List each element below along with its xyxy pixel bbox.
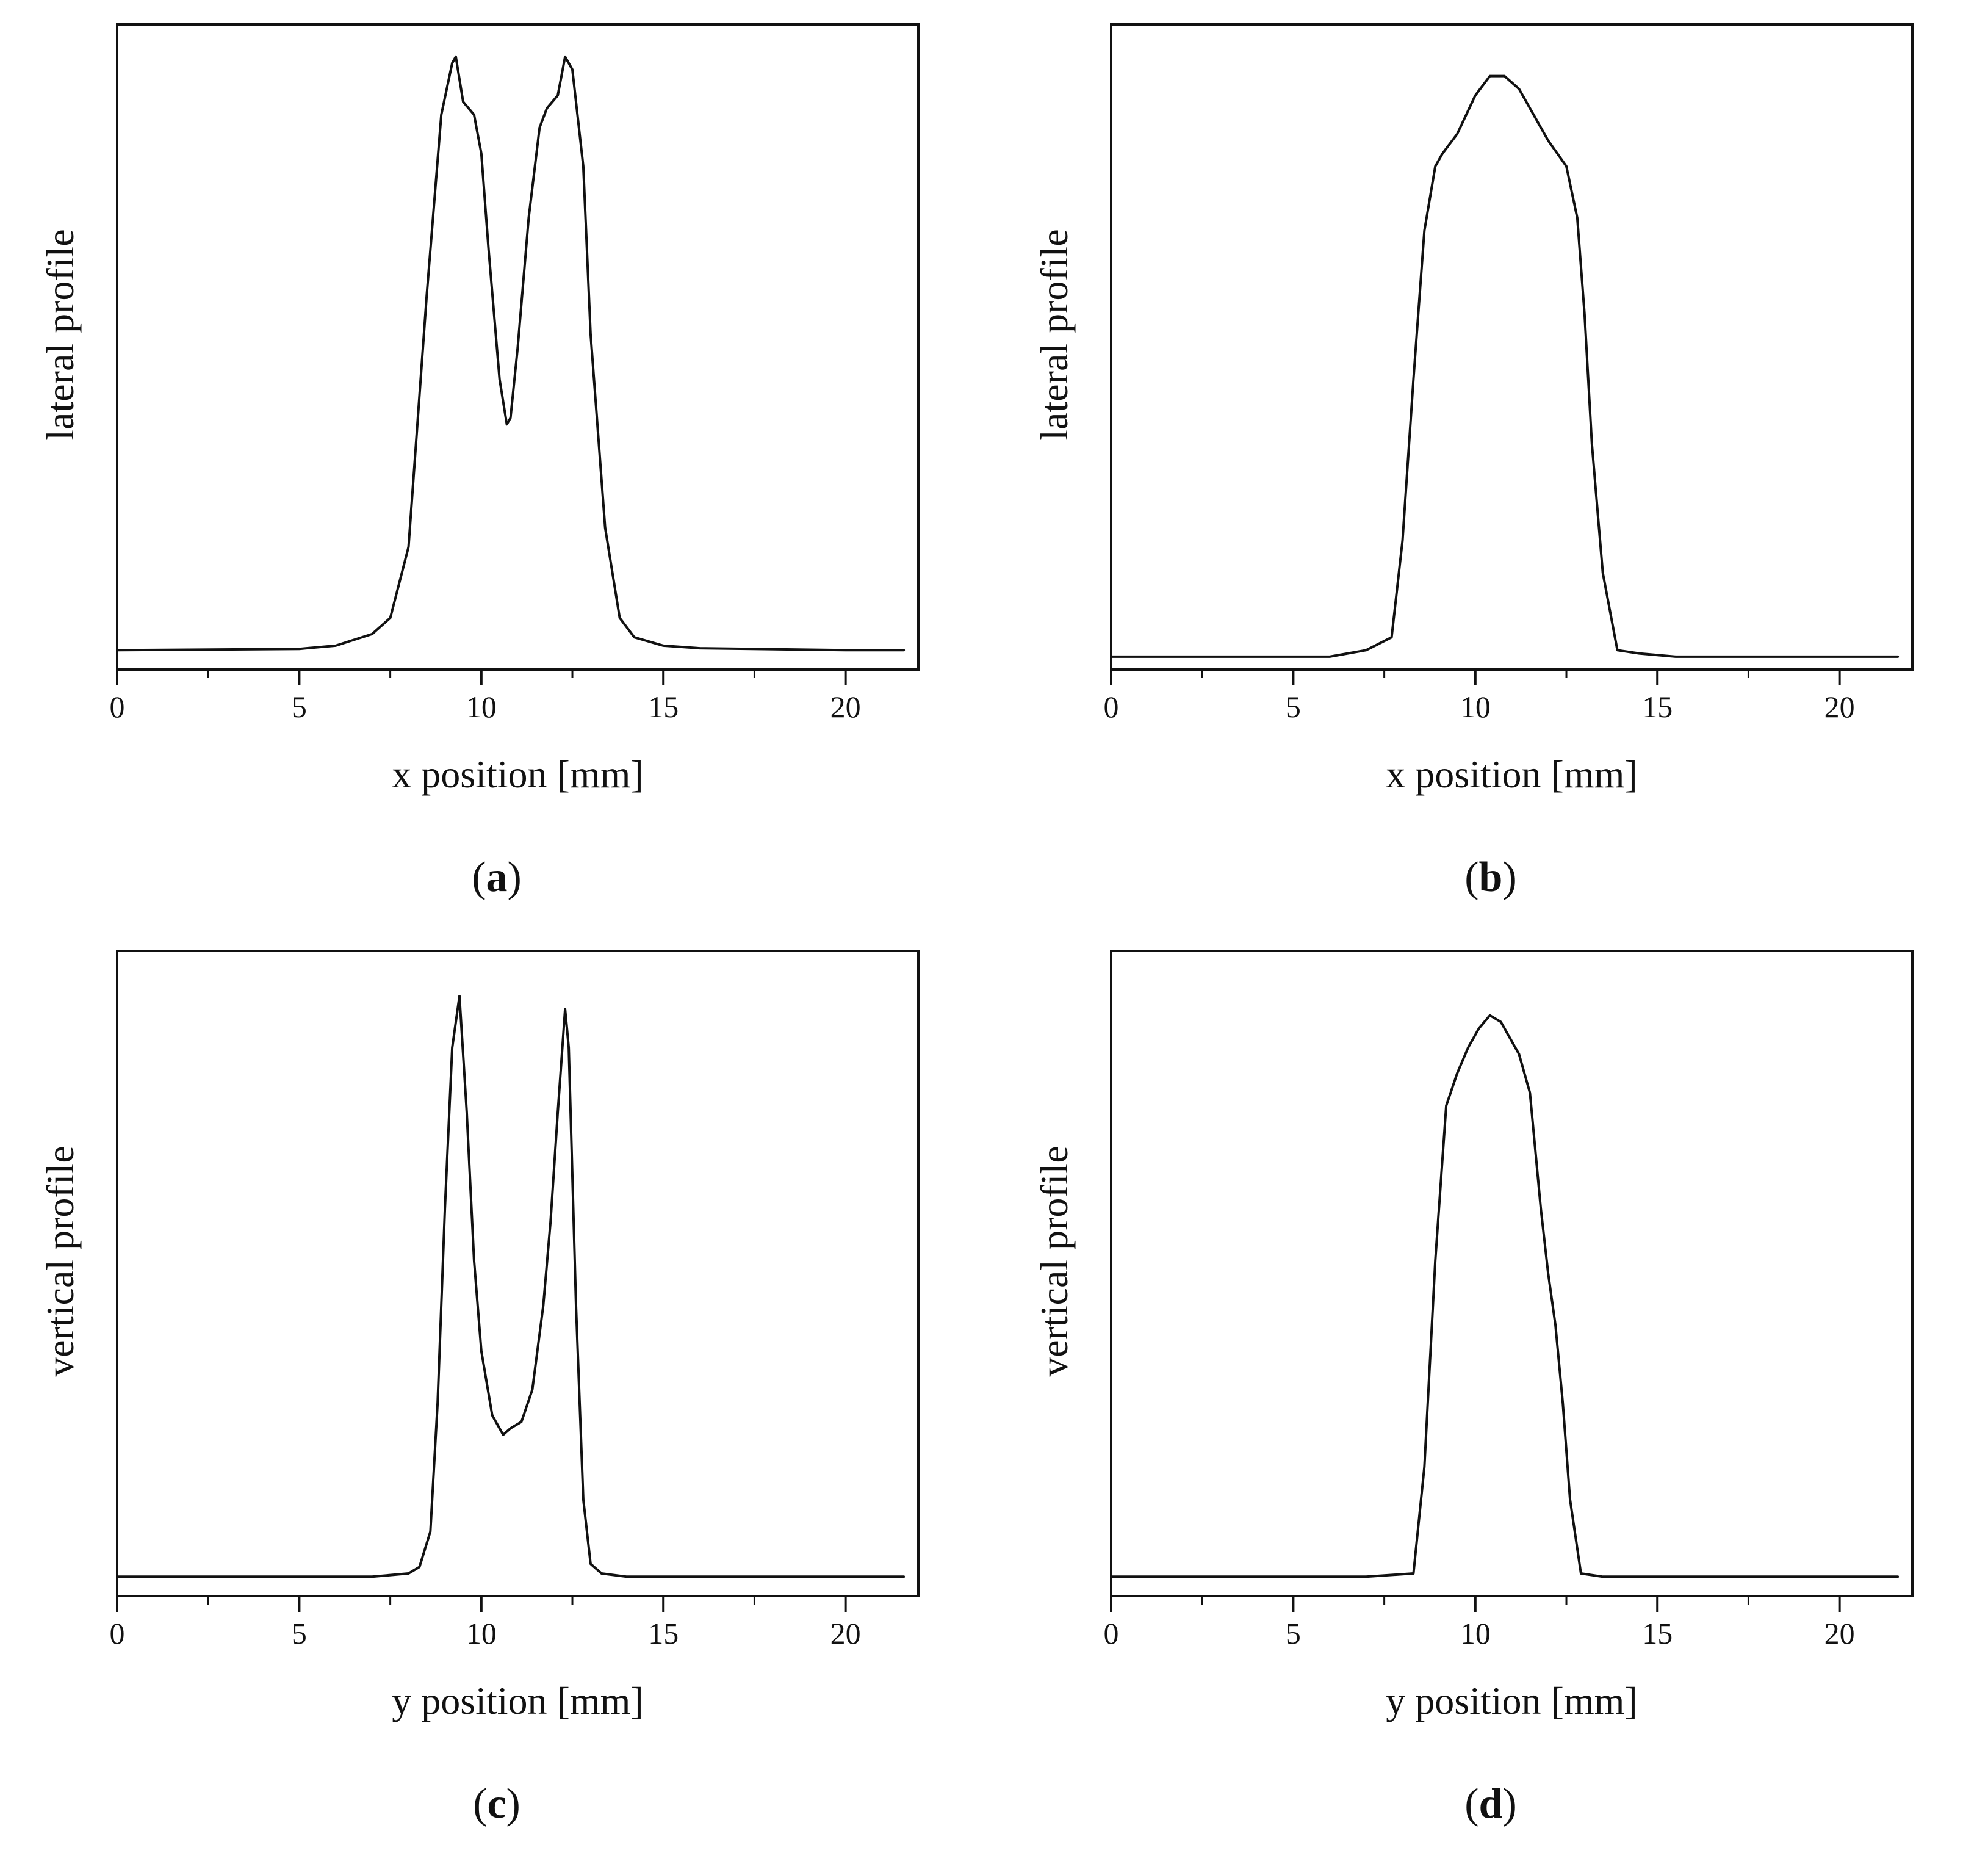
x-tick-label-c-3: 15: [648, 1616, 679, 1650]
x-tick-label-d-4: 20: [1824, 1616, 1855, 1650]
panel-d: 0 5 10 15 20 y position [mm] vertical profile (…: [994, 926, 1988, 1853]
x-tick-label-b-4: 20: [1824, 690, 1855, 724]
x-tick-label-d-0: 0: [1104, 1616, 1119, 1650]
panel-label-b: (b): [1464, 854, 1517, 901]
chart-d-svg: 0 5 10 15 20 y position [mm] vertical profile (…: [1032, 950, 1914, 1827]
y-axis-label-d: vertical profile: [1032, 1146, 1076, 1376]
plot-frame-a: [116, 23, 920, 671]
x-tick-label-d-3: 15: [1642, 1616, 1673, 1650]
y-axis-label-a: lateral profile: [38, 229, 82, 440]
x-axis-label-c: y position [mm]: [392, 1679, 643, 1722]
x-tick-label-a-2: 10: [466, 690, 497, 724]
x-tick-label-a-1: 5: [292, 690, 307, 724]
x-tick-label-c-2: 10: [466, 1616, 497, 1650]
panel-label-c: (c): [473, 1780, 520, 1827]
x-tick-label-b-3: 15: [1642, 690, 1673, 724]
x-tick-label-c-1: 5: [292, 1616, 307, 1650]
panel-label-d: (d): [1464, 1780, 1517, 1827]
x-tick-label-c-4: 20: [830, 1616, 861, 1650]
panel-b: 0 5 10 15 20 x position [mm] lateral profile (b…: [994, 0, 1988, 926]
series-line-c-0: [116, 995, 906, 1578]
panel-c: 0 5 10 15 20 y position [mm] vertical profile (…: [0, 926, 994, 1853]
x-tick-label-b-2: 10: [1460, 690, 1491, 724]
x-tick-label-d-2: 10: [1460, 1616, 1491, 1650]
x-tick-label-a-4: 20: [830, 690, 861, 724]
x-tick-label-b-1: 5: [1286, 690, 1301, 724]
x-axis-label-b: x position [mm]: [1386, 753, 1637, 796]
x-tick-label-a-3: 15: [648, 690, 679, 724]
panel-a: 0 5 10 15 20 x position [mm] lateral profile (a…: [0, 0, 994, 926]
y-axis-label-c: vertical profile: [38, 1146, 82, 1376]
chart-a-svg: 0 5 10 15 20 x position [mm] lateral profile (a…: [38, 23, 920, 901]
chart-c-svg: 0 5 10 15 20 y position [mm] vertical profile (…: [38, 950, 920, 1827]
chart-b-svg: 0 5 10 15 20 x position [mm] lateral profile (b…: [1032, 23, 1914, 901]
series-line-b-0: [1110, 74, 1900, 658]
panel-label-a: (a): [472, 854, 522, 901]
x-tick-label-a-0: 0: [110, 690, 125, 724]
x-tick-label-c-0: 0: [110, 1616, 125, 1650]
plot-frame-c: [116, 950, 920, 1597]
plot-frame-d: [1110, 950, 1914, 1597]
x-axis-label-a: x position [mm]: [392, 753, 643, 796]
y-axis-label-b: lateral profile: [1032, 229, 1076, 440]
x-tick-label-d-1: 5: [1286, 1616, 1301, 1650]
x-tick-label-b-0: 0: [1104, 690, 1119, 724]
series-line-a-0: [116, 55, 906, 652]
x-axis-label-d: y position [mm]: [1386, 1679, 1637, 1722]
plot-frame-b: [1110, 23, 1914, 671]
series-line-d-0: [1110, 1014, 1900, 1578]
